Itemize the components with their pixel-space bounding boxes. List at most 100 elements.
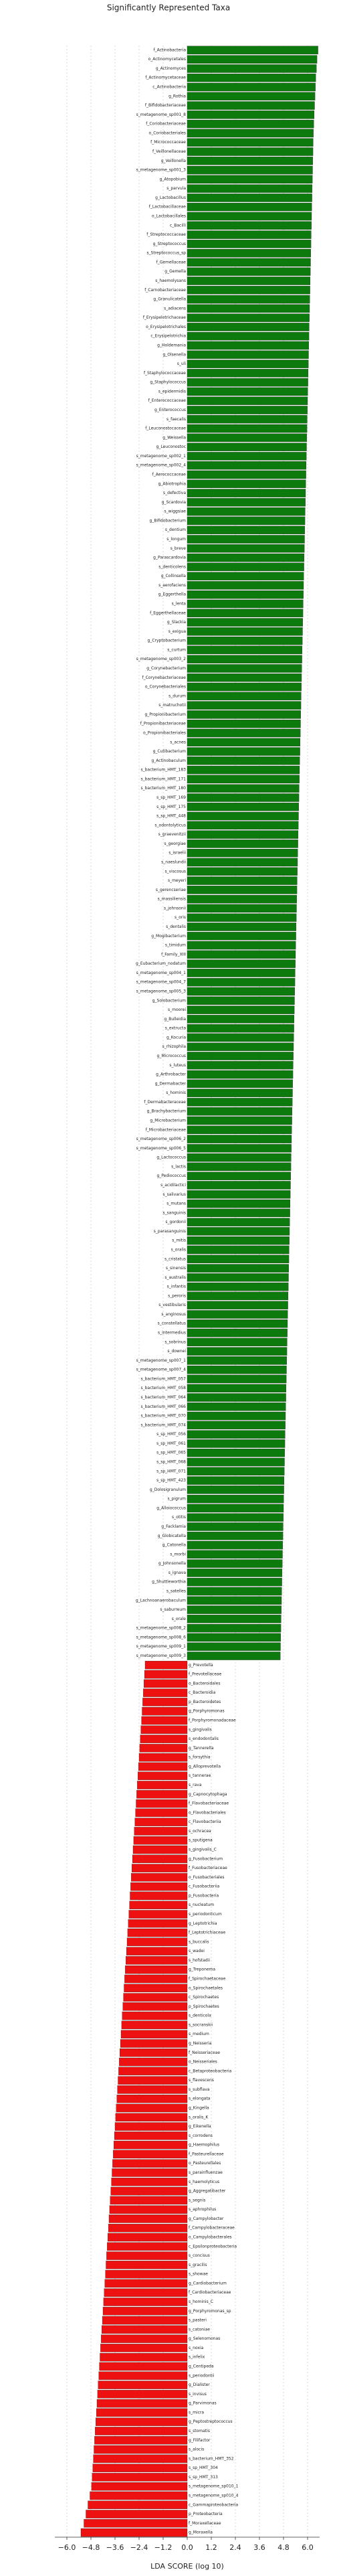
bar [187, 442, 307, 451]
bar [100, 2344, 188, 2352]
bar [119, 2057, 188, 2067]
bar [137, 1781, 188, 1789]
category-label: g_Facklamia [161, 1524, 186, 1529]
bar [122, 2002, 188, 2011]
bar [107, 2242, 188, 2251]
category-label: g_Porphyromonas_sp [189, 2309, 231, 2314]
category-label: g_Cryptobacterium [148, 639, 187, 643]
bar [99, 2362, 188, 2371]
bar [187, 1236, 290, 1245]
category-label: s_mitis [172, 1238, 186, 1243]
category-label: s_morbi [170, 1552, 186, 1556]
bar [143, 1688, 188, 1697]
bar [187, 258, 311, 267]
x-tick-label: −4.8 [82, 2543, 100, 2552]
category-label: f_Veillonellaceae [152, 149, 186, 154]
bar [187, 599, 304, 609]
bar [187, 1393, 286, 1402]
category-label: g_Lachnoanaerobaculum [136, 1598, 186, 1603]
bar [95, 2427, 188, 2435]
bar [187, 304, 310, 313]
bar [187, 1098, 293, 1107]
bar [187, 1291, 289, 1301]
category-label: g_Catonella [162, 1543, 187, 1548]
category-label: s_acidilactici [160, 1183, 186, 1188]
category-label: s_lactis [171, 1164, 186, 1169]
bar [132, 1845, 188, 1854]
bar [101, 2334, 188, 2343]
category-label: s_sp_HMT_056 [156, 1432, 186, 1437]
bar [187, 1125, 292, 1134]
category-label: s_gingivalis [189, 1727, 212, 1732]
bar [187, 479, 306, 489]
bar [123, 1993, 188, 2002]
bar [80, 2528, 188, 2537]
bar [116, 2094, 188, 2103]
category-label: s_metagenome_sp008_2 [136, 1626, 187, 1631]
bar [187, 332, 310, 341]
bar [187, 64, 317, 73]
category-label: s_pigrum [167, 1497, 186, 1502]
x-tick-label: 4.8 [277, 2543, 290, 2552]
bar [187, 627, 303, 636]
bar [187, 157, 313, 165]
category-label: p_Fusobacteria [189, 1893, 219, 1898]
bar [187, 1033, 294, 1042]
bar [187, 359, 309, 368]
category-label: s_buccalis [189, 1939, 209, 1944]
category-label: g_Prevotella [189, 1663, 213, 1668]
category-label: s_odontolyticus [154, 823, 186, 827]
bar [138, 1771, 188, 1780]
category-label: g_Capnocytophaga [189, 1792, 227, 1797]
x-tick-label: −6.0 [58, 2543, 76, 2552]
bar [124, 1974, 188, 1984]
bar [120, 2030, 188, 2038]
bar [118, 2076, 188, 2085]
category-label: c_Bacteroidia [189, 1690, 216, 1695]
bar [187, 1190, 291, 1199]
category-label: s_hofstadii [189, 1958, 210, 1963]
bar [187, 92, 316, 101]
category-label: s_constellatus [158, 1321, 186, 1326]
category-label: f_Propionibacteriaceae [140, 722, 187, 726]
category-label: s_sanguinis [162, 1210, 186, 1215]
category-label: s_downei [167, 1349, 186, 1354]
bar [132, 1854, 188, 1864]
bar [187, 55, 318, 64]
bar [187, 165, 313, 175]
category-label: g_Olsenella [162, 352, 186, 357]
bar [187, 1578, 282, 1587]
bar [90, 2491, 188, 2500]
category-label: f_Flavobacteriaceae [189, 1801, 229, 1806]
bar [187, 1282, 289, 1291]
category-label: o_Corynebacteriales [145, 685, 186, 690]
category-label: f_Family_XIII [161, 952, 186, 957]
category-label: c_Gammaproteobacteria [189, 2502, 238, 2507]
bar [187, 470, 306, 479]
bar [187, 1218, 290, 1226]
category-label: o_Lactobacillales [152, 214, 186, 219]
bar [187, 415, 308, 424]
bar [187, 433, 307, 442]
category-label: s_georgiae [164, 841, 186, 846]
bar [187, 618, 303, 627]
chart-title: Significantly Represented Taxa [107, 3, 230, 13]
bar [187, 230, 312, 239]
bar [187, 636, 303, 645]
category-label: s_gordonii [165, 1220, 186, 1224]
bar [187, 959, 296, 968]
category-label: f_Leuconostocaceae [145, 426, 186, 431]
bar [187, 526, 305, 534]
bar [187, 701, 302, 710]
bar [104, 2288, 188, 2297]
bar [187, 710, 301, 719]
category-label: s_otitis [172, 1515, 186, 1520]
bar [187, 775, 300, 784]
bar [187, 1162, 292, 1172]
bar [187, 590, 304, 599]
category-label: s_ochracea [189, 1829, 211, 1834]
bar [139, 1744, 188, 1753]
category-label: p_Bacteroidetes [189, 1700, 221, 1704]
category-label: s_metagenome_sp009_1 [136, 1644, 187, 1649]
category-label: g_Rothia [168, 94, 186, 98]
